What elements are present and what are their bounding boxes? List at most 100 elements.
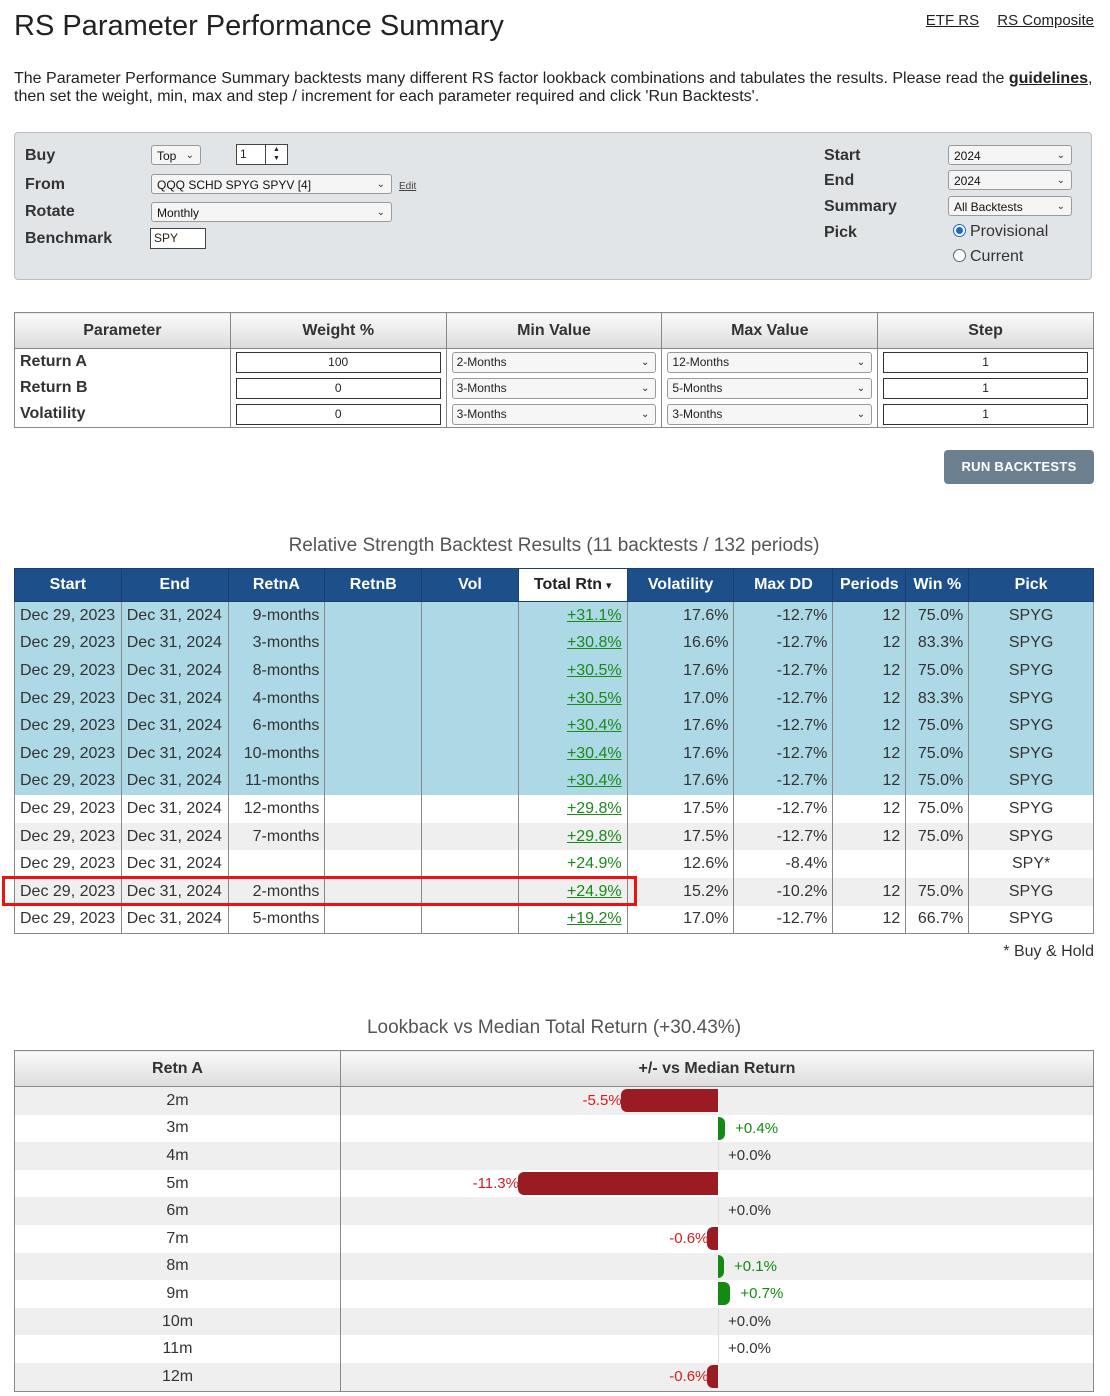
header-pick[interactable]: Pick <box>968 568 1094 602</box>
min-value-select[interactable]: 2-Months ⌄ <box>451 351 657 373</box>
cell-retn-b <box>324 877 423 906</box>
cell-retn-b <box>324 739 423 768</box>
cell-total-rtn: +30.8% <box>517 629 628 658</box>
cell-start: Dec 29, 2023 <box>14 795 122 823</box>
cell-end: Dec 31, 2024 <box>120 767 229 796</box>
results-header-row: Start End RetnA RetnB Vol Total Rtn ▾ Volatilit… <box>14 568 1094 602</box>
cell-end: Dec 31, 2024 <box>120 601 229 630</box>
total-return-link[interactable]: +24.9% <box>566 882 622 900</box>
bar-negative <box>620 1089 718 1112</box>
edit-link[interactable]: Edit <box>399 181 417 192</box>
header-start[interactable]: Start <box>14 568 122 602</box>
cell-max-dd: -8.4% <box>733 850 834 878</box>
buy-label: Buy <box>25 147 56 164</box>
total-return-link[interactable]: +30.4% <box>566 717 622 735</box>
run-backtests-button[interactable]: RUN BACKTESTS <box>944 450 1094 484</box>
max-value-select[interactable]: 3-Months ⌄ <box>667 403 873 425</box>
pick-current-radio[interactable]: Current <box>953 248 1023 266</box>
header-win-pct[interactable]: Win % <box>905 568 970 602</box>
header-parameter: Parameter <box>14 312 231 349</box>
min-value-text: 3-Months <box>456 406 507 421</box>
total-return-link[interactable]: +30.8% <box>566 634 622 652</box>
stepper-arrows-icon[interactable]: ▲ ▼ <box>266 144 288 165</box>
summary-select[interactable]: All Backtests ⌄ <box>948 196 1072 216</box>
step-input[interactable]: 1 <box>883 377 1088 399</box>
benchmark-input[interactable]: SPY <box>150 228 206 249</box>
benchmark-label: Benchmark <box>25 230 113 247</box>
total-return-link[interactable]: +19.2% <box>566 910 622 928</box>
weight-input[interactable]: 100 <box>235 351 441 373</box>
intro-text: The Parameter Performance Summary backte… <box>14 70 1094 106</box>
cell-max-dd: -12.7% <box>733 629 834 658</box>
radio-unselected-icon <box>953 249 966 262</box>
cell-max-dd: -10.2% <box>733 877 834 906</box>
header-volatility[interactable]: Volatility <box>626 568 735 602</box>
etf-rs-link[interactable]: ETF RS <box>925 12 980 29</box>
from-select[interactable]: QQQ SCHD SPYG SPYV [4] ⌄ <box>151 174 392 194</box>
total-return-link[interactable]: +29.8% <box>566 827 622 845</box>
bar-value-label: -0.6% <box>669 1229 709 1247</box>
end-value: 2024 <box>954 174 981 188</box>
step-input[interactable]: 1 <box>883 403 1088 425</box>
max-value-select[interactable]: 12-Months ⌄ <box>667 351 873 373</box>
start-select[interactable]: 2024 ⌄ <box>948 145 1072 165</box>
buy-hold-footnote: * Buy & Hold <box>1003 943 1094 960</box>
cell-max-dd: -12.7% <box>733 712 834 740</box>
lookback-label: 8m <box>14 1252 341 1281</box>
header-label: Periods <box>839 576 899 593</box>
min-value-cell: 3-Months ⌄ <box>445 375 663 401</box>
cell-end: Dec 31, 2024 <box>120 684 229 713</box>
header-retn-b[interactable]: RetnB <box>324 568 423 602</box>
cell-vol <box>421 657 519 685</box>
cell-pick: SPYG <box>968 684 1094 713</box>
total-return-link[interactable]: +30.5% <box>566 661 622 679</box>
guidelines-link[interactable]: guidelines <box>1008 70 1088 87</box>
buy-count-input[interactable]: 1 <box>236 144 266 165</box>
results-row: Dec 29, 2023 Dec 31, 2024 7-months +29.8% 17… <box>14 822 1094 851</box>
total-return-link[interactable]: +30.4% <box>566 772 622 790</box>
total-return-link[interactable]: +30.4% <box>566 744 622 762</box>
header-end[interactable]: End <box>120 568 229 602</box>
total-return-link[interactable]: +30.5% <box>566 689 622 707</box>
header-retn-a[interactable]: RetnA <box>227 568 326 602</box>
cell-pick: SPYG <box>968 739 1094 768</box>
total-return-link[interactable]: +31.1% <box>566 606 622 624</box>
cell-pick: SPYG <box>968 877 1094 906</box>
bar-positive <box>718 1282 731 1306</box>
header-min: Min Value <box>445 312 663 349</box>
min-value-select[interactable]: 3-Months ⌄ <box>451 403 657 425</box>
buy-mode-select[interactable]: Top ⌄ <box>151 145 201 165</box>
cell-start: Dec 29, 2023 <box>14 822 122 851</box>
total-return-link[interactable]: +29.8% <box>566 799 622 817</box>
max-value-select[interactable]: 5-Months ⌄ <box>667 377 873 399</box>
cell-volatility: 17.0% <box>626 905 735 935</box>
bar-positive <box>718 1116 726 1140</box>
bar-cell: +0.0% <box>340 1335 1094 1363</box>
step-input[interactable]: 1 <box>883 351 1088 373</box>
cell-volatility: 15.2% <box>626 877 735 906</box>
header-vol[interactable]: Vol <box>421 568 519 602</box>
weight-input[interactable]: 0 <box>235 403 441 425</box>
header-max-dd[interactable]: Max DD <box>733 568 834 602</box>
lookback-label: 10m <box>14 1307 341 1336</box>
end-select[interactable]: 2024 ⌄ <box>948 170 1072 190</box>
cell-win-pct: 75.0% <box>905 601 970 630</box>
bar-value-label: +0.1% <box>734 1257 777 1275</box>
cell-retn-b <box>324 601 423 630</box>
cell-retn-a: 6-months <box>227 712 326 740</box>
cell-start: Dec 29, 2023 <box>14 877 122 906</box>
pick-provisional-radio[interactable]: Provisional <box>953 223 1048 241</box>
rs-composite-link[interactable]: RS Composite <box>997 12 1094 29</box>
header-periods[interactable]: Periods <box>832 568 907 602</box>
rotate-select[interactable]: Monthly ⌄ <box>151 202 392 222</box>
cell-volatility: 17.0% <box>626 684 735 713</box>
parameter-row: Volatility 0 3-Months ⌄ 3-Months ⌄ 1 <box>14 401 1094 428</box>
bar-negative <box>707 1226 718 1250</box>
buy-count-stepper[interactable]: 1 ▲ ▼ <box>236 143 289 166</box>
header-label: RetnA <box>252 576 300 593</box>
lookback-label: 4m <box>14 1142 341 1170</box>
min-value-select[interactable]: 3-Months ⌄ <box>451 377 657 399</box>
weight-input[interactable]: 0 <box>235 377 441 399</box>
bar-cell: +0.0% <box>340 1197 1094 1225</box>
header-total-rtn[interactable]: Total Rtn ▾ <box>517 568 628 602</box>
